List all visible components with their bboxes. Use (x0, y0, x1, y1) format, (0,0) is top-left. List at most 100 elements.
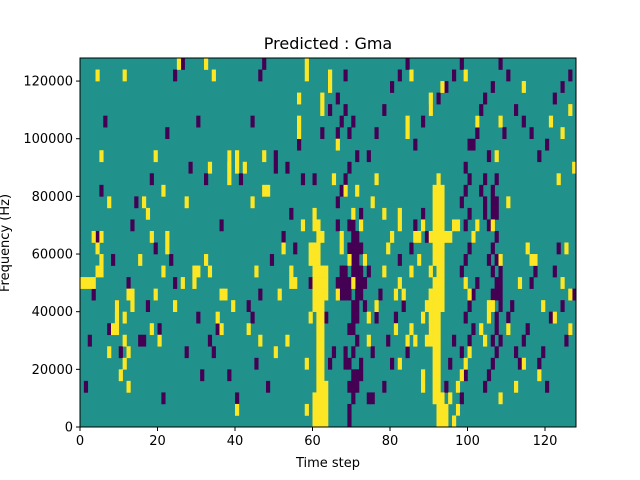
heatmap-cell-high (312, 403, 317, 416)
heatmap-cell-high (436, 288, 441, 301)
heatmap-cell-low (258, 69, 263, 82)
heatmap-cell-high (320, 380, 325, 393)
heatmap-cell-high (463, 277, 468, 289)
heatmap-cell-high (184, 196, 189, 209)
heatmap-cell-high (459, 369, 464, 382)
heatmap-cell-low (300, 173, 306, 186)
heatmap-cell-low (471, 288, 476, 301)
heatmap-cell-high (432, 184, 437, 197)
heatmap-cell-high (436, 300, 441, 312)
heatmap-cell-high (436, 380, 441, 393)
heatmap-cell-low (506, 69, 511, 82)
heatmap-cell-low (378, 288, 383, 301)
heatmap-cell-high (99, 254, 104, 266)
heatmap-cell-low (459, 265, 464, 278)
heatmap-cell-high (409, 265, 414, 278)
heatmap-cell-low (246, 300, 251, 312)
heatmap-cell-high (440, 219, 445, 232)
heatmap-cell-low (541, 346, 546, 359)
heatmap-cell-low (486, 219, 492, 232)
heatmap-cell-low (459, 392, 464, 405)
heatmap-cell-high (436, 277, 441, 289)
heatmap-cell-low (196, 115, 201, 128)
x-tick-label: 100 (455, 434, 480, 449)
heatmap-cell-high (374, 173, 379, 186)
heatmap-cell-high (266, 184, 271, 197)
heatmap-cell-high (324, 380, 329, 393)
heatmap-cell-low (153, 242, 158, 255)
heatmap-cell-low (382, 104, 387, 116)
heatmap-cell-low (498, 265, 503, 278)
heatmap-cell-high (432, 219, 437, 232)
heatmap-cell-low (347, 127, 352, 140)
heatmap-cell-low (130, 219, 135, 232)
heatmap-cell-high (246, 323, 251, 336)
heatmap-cell-low (506, 311, 511, 324)
heatmap-cell-low (355, 254, 360, 266)
heatmap-cell-low (343, 357, 348, 370)
heatmap-cell-low (83, 380, 89, 393)
heatmap-cell-high (397, 207, 402, 220)
heatmap-cell-high (467, 288, 472, 301)
heatmap-cell-low (335, 127, 340, 140)
heatmap-cell-low (494, 173, 499, 186)
heatmap-cell-low (498, 334, 503, 347)
heatmap-cell-high (320, 392, 325, 405)
y-tick-label: 120000 (23, 75, 73, 90)
heatmap-cell-high (432, 392, 437, 405)
heatmap-cell-high (351, 277, 356, 289)
heatmap-cell-high (440, 300, 445, 312)
heatmap-cell-low (459, 196, 464, 209)
heatmap-cell-low (161, 392, 166, 405)
heatmap-cell-low (467, 173, 472, 186)
heatmap-cell-low (273, 161, 278, 174)
heatmap-cell-high (471, 230, 476, 243)
heatmap-cell-high (281, 242, 286, 255)
heatmap-cell-high (413, 334, 418, 347)
heatmap-cell-high (417, 254, 422, 266)
heatmap-cell-low (351, 380, 356, 393)
heatmap-cell-low (517, 357, 523, 370)
heatmap-cell-low (281, 230, 286, 243)
heatmap-cell-low (118, 346, 123, 359)
heatmap-cell-low (95, 230, 100, 243)
heatmap-cell-high (436, 254, 441, 266)
heatmap-cell-high (440, 207, 445, 220)
heatmap-cell-low (157, 323, 162, 336)
heatmap-cell-low (308, 277, 313, 289)
heatmap-cell-low (486, 254, 492, 266)
heatmap-cell-low (273, 150, 278, 163)
heatmap-cell-low (99, 184, 104, 197)
heatmap-cell-high (320, 357, 325, 370)
heatmap-cell-high (312, 277, 317, 289)
heatmap-cell-high (211, 69, 216, 82)
heatmap-cell-low (359, 242, 364, 255)
heatmap-cell-low (258, 288, 263, 301)
heatmap-cell-low (351, 242, 356, 255)
heatmap-cell-low (343, 104, 348, 116)
heatmap-cell-high (312, 242, 317, 255)
heatmap-cell-low (215, 323, 220, 336)
heatmap-cell-low (529, 127, 534, 140)
heatmap-cell-low (103, 115, 108, 128)
x-axis-ticks: 0 20 40 60 80 100 120 (76, 427, 557, 449)
heatmap-cell-high (285, 334, 290, 347)
heatmap-cell-low (211, 346, 216, 359)
heatmap-cell-high (506, 196, 511, 209)
heatmap-cell-high (122, 311, 127, 324)
heatmap-cell-low (490, 81, 495, 93)
heatmap-cell-high (436, 334, 441, 347)
heatmap-cell-low (486, 369, 492, 382)
heatmap-cell-high (351, 207, 356, 220)
heatmap-cell-high (219, 323, 224, 336)
heatmap-cell-low (386, 334, 391, 347)
heatmap-cell-high (165, 242, 170, 255)
heatmap-cell-high (440, 184, 445, 197)
heatmap-cell-high (440, 288, 445, 301)
heatmap-cell-high (440, 254, 445, 266)
heatmap-cell-low (498, 300, 503, 312)
heatmap-cell-high (432, 357, 437, 370)
heatmap-cell-high (498, 115, 503, 128)
heatmap-cell-low (413, 219, 418, 232)
heatmap-cell-high (452, 415, 457, 428)
